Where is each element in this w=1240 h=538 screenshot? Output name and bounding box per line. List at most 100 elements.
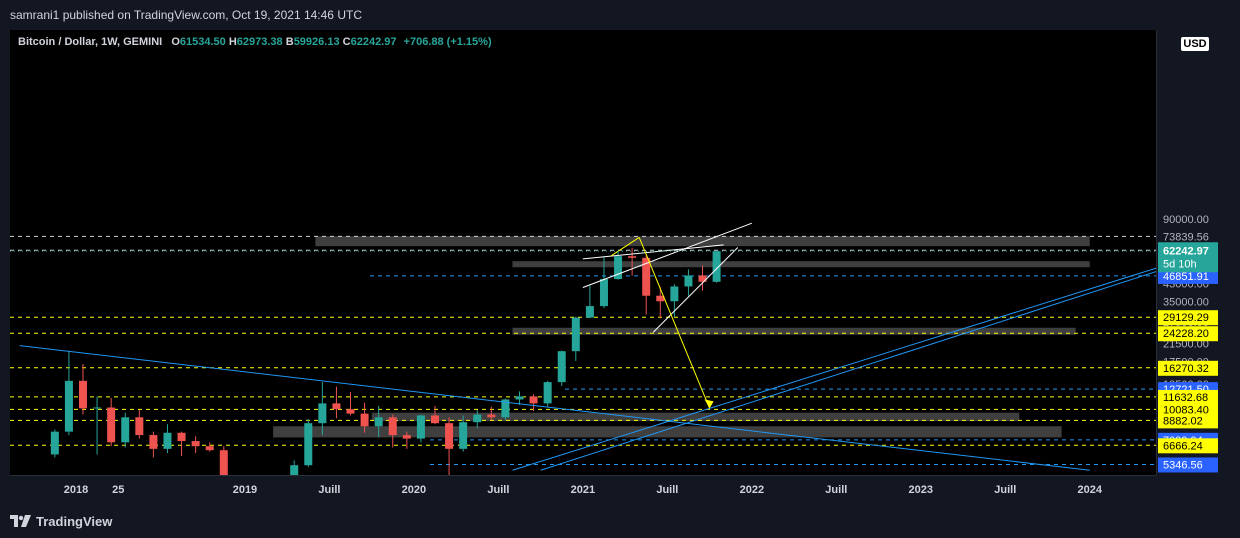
candle-body-28: [487, 414, 496, 418]
candle-body-20: [374, 417, 383, 427]
candle-body-9: [177, 432, 186, 442]
candle-body-29: [501, 399, 510, 418]
candle-body-39: [642, 257, 651, 296]
candle-body-17: [332, 403, 341, 410]
candle-body-40: [656, 295, 665, 302]
publish-bar: samrani1 published on TradingView.com, O…: [0, 0, 1240, 30]
candle-body-30: [515, 396, 524, 400]
price-level-badge-3: [1158, 310, 1218, 326]
time-tick-label-2: 2019: [233, 484, 257, 496]
open-label: O: [171, 36, 180, 48]
candle-body-21: [388, 417, 397, 436]
change-value: +706.88 (+1.15%): [403, 36, 492, 48]
trendline-3: [582, 222, 753, 288]
candle-body-36: [599, 279, 608, 307]
candle-body-12: [219, 450, 228, 475]
chart-canvas[interactable]: [10, 30, 1156, 475]
close-label: C: [342, 36, 351, 48]
time-tick-label-1: 25: [112, 484, 124, 496]
time-tick-label-7: Juill: [656, 484, 678, 496]
last-price-badge: [1158, 242, 1218, 273]
candle-body-1: [64, 380, 73, 432]
price-level-label-2: 46851.91: [1163, 271, 1209, 283]
publish-info: samrani1 published on TradingView.com, O…: [10, 8, 362, 22]
candle-body-3: [93, 407, 102, 409]
candle-body-22: [402, 435, 411, 439]
price-level-label-3: 29129.29: [1163, 312, 1209, 324]
time-tick-label-10: 2023: [909, 484, 933, 496]
price-level-label-5: 16270.32: [1163, 363, 1209, 375]
trendline-1: [540, 271, 1156, 471]
candle-body-33: [557, 351, 566, 383]
time-axis[interactable]: 2018 25 2019 Juill 2020 Juill 2021 Juill 2022 Jui…: [10, 475, 1156, 504]
trendline-2: [512, 267, 1156, 471]
price-tick-label-1: 73839.56: [1163, 231, 1209, 243]
trendline-5: [652, 247, 739, 333]
zone-rect-1: [512, 261, 1090, 268]
candle-body-44: [712, 251, 721, 282]
footer: TradingView: [10, 511, 112, 531]
time-axis-canvas[interactable]: 2018 25 2019 Juill 2020 Juill 2021 Juill 2022 Jui…: [10, 476, 1156, 504]
price-level-badge-5: [1158, 360, 1218, 376]
currency-badge[interactable]: USD: [1181, 37, 1209, 51]
low-label: B: [285, 36, 294, 48]
low-value: 59926.13: [293, 36, 340, 48]
candle-body-19: [360, 413, 369, 427]
candle-body-37: [614, 256, 623, 280]
price-level-label-4: 24228.20: [1163, 328, 1209, 340]
candle-body-10: [191, 441, 200, 447]
tradingview-logo-text: TradingView: [36, 513, 113, 529]
candle-body-32: [543, 382, 552, 404]
trendline-6: [610, 236, 640, 257]
price-level-badge-2: [1158, 268, 1218, 284]
zone-rect-2: [512, 327, 1076, 335]
price-tick-label-3: 35000.00: [1163, 296, 1209, 308]
bar-countdown-label: 5d 10h: [1163, 258, 1197, 270]
zone-rect-4: [273, 426, 1062, 438]
price-axis-canvas[interactable]: 90000.0073839.5643000.0035000.0027500.00…: [1157, 30, 1231, 475]
zone-rect-3: [371, 412, 1020, 422]
price-tick-label-5: 21500.00: [1163, 339, 1209, 351]
trendline-7: [638, 237, 711, 409]
candle-body-5: [121, 417, 130, 443]
price-axis[interactable]: 90000.0073839.5643000.0035000.0027500.00…: [1156, 30, 1231, 475]
ohlc-legend: Bitcoin / Dollar, 1W, GEMINI O61534.50 H…: [18, 36, 492, 48]
candle-body-43: [698, 275, 707, 282]
candle-body-18: [346, 409, 355, 414]
time-tick-label-9: Juill: [825, 484, 847, 496]
zone-rect-0: [315, 236, 1090, 247]
symbol-title: Bitcoin / Dollar, 1W, GEMINI: [18, 36, 163, 48]
candle-body-16: [318, 403, 327, 424]
candle-body-34: [571, 317, 580, 352]
price-level-label-8: 10083.40: [1163, 404, 1209, 416]
candle-body-0: [50, 431, 59, 455]
high-value: 62973.38: [236, 36, 283, 48]
candle-body-31: [529, 396, 538, 404]
candle-body-2: [79, 380, 87, 409]
price-level-badge-4: [1158, 326, 1218, 342]
candle-body-41: [670, 286, 679, 302]
candle-body-14: [290, 465, 299, 475]
price-level-label-11: 6666.24: [1163, 440, 1203, 452]
candle-body-11: [205, 446, 214, 451]
time-tick-label-8: 2022: [740, 484, 764, 496]
candle-body-6: [135, 417, 144, 436]
candle-body-23: [416, 415, 425, 439]
price-level-label-9: 8882.02: [1163, 415, 1203, 427]
last-price-label: 62242.97: [1163, 245, 1209, 257]
candle-body-7: [149, 435, 158, 449]
time-tick-label-4: 2020: [402, 484, 426, 496]
chart-pane[interactable]: Bitcoin / Dollar, 1W, GEMINI O61534.50 H…: [10, 30, 1156, 475]
candle-body-25: [445, 423, 454, 449]
time-tick-label-6: 2021: [571, 484, 595, 496]
price-level-badge-12: [1158, 457, 1218, 473]
price-level-badge-9: [1158, 413, 1218, 429]
candle-body-42: [684, 275, 693, 287]
target-arrowhead: [704, 399, 714, 409]
time-tick-label-5: Juill: [487, 484, 509, 496]
time-tick-label-12: 2024: [1078, 484, 1103, 496]
candle-body-35: [585, 306, 594, 318]
open-value: 61534.50: [179, 36, 226, 48]
candle-body-4: [107, 407, 116, 443]
price-level-label-7: 11632.68: [1163, 392, 1208, 404]
